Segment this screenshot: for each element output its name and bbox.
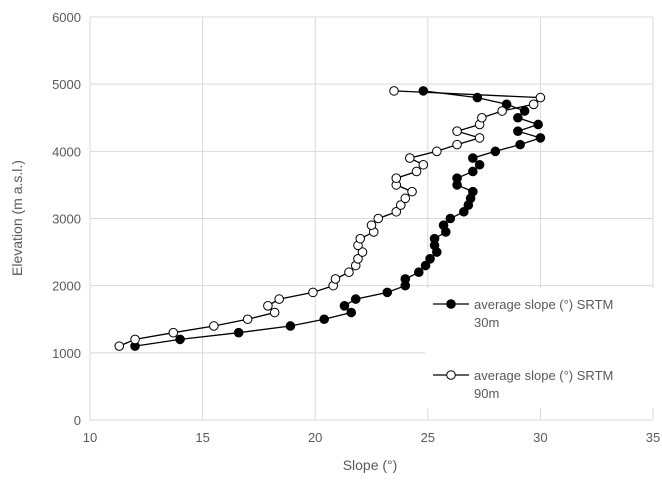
data-point — [468, 166, 478, 177]
legend-marker — [446, 299, 456, 309]
data-point — [285, 321, 296, 331]
data-point — [339, 301, 350, 311]
y-axis-title: Elevation (m a.s.l.) — [9, 160, 25, 276]
data-point — [513, 126, 523, 136]
data-point — [175, 334, 185, 345]
y-tick-labels: 0 1000 2000 3000 4000 5000 6000 — [52, 10, 81, 428]
data-point — [445, 213, 456, 224]
data-point — [350, 294, 361, 304]
legend-label: average slope (°) SRTM 90m — [474, 368, 613, 401]
data-point — [413, 267, 424, 278]
data-point — [459, 206, 469, 217]
grid — [89, 16, 654, 421]
data-point — [468, 186, 478, 197]
data-point — [438, 220, 449, 231]
data-point — [477, 112, 487, 123]
data-point — [452, 126, 462, 136]
data-point — [407, 186, 417, 197]
data-point — [497, 106, 507, 116]
data-point — [418, 159, 429, 170]
data-point — [535, 92, 546, 103]
x-tick-label: 10 — [83, 430, 97, 445]
x-tick-label: 15 — [195, 430, 209, 445]
data-point — [535, 133, 546, 143]
x-tick-label: 25 — [421, 430, 435, 445]
data-point — [425, 253, 435, 264]
data-point — [319, 314, 330, 325]
data-point — [346, 307, 357, 318]
data-point — [533, 119, 543, 130]
data-point — [468, 153, 478, 163]
data-point — [382, 287, 393, 298]
x-tick-label: 30 — [533, 430, 547, 445]
data-point — [528, 99, 539, 110]
legend-background — [425, 288, 657, 408]
legend-label: average slope (°) SRTM 30m — [474, 297, 613, 330]
data-point — [114, 341, 125, 351]
data-point — [501, 99, 512, 110]
x-axis-title: Slope (°) — [343, 457, 398, 473]
data-point — [418, 86, 429, 96]
data-point — [357, 247, 368, 257]
y-tick-label: 4000 — [52, 144, 81, 159]
data-point — [269, 307, 280, 318]
y-tick-label: 0 — [74, 413, 81, 428]
data-point — [400, 274, 411, 284]
data-point — [233, 327, 244, 338]
series-layer — [114, 86, 546, 351]
data-point — [391, 173, 402, 183]
data-point — [404, 153, 415, 163]
data-point — [490, 146, 501, 157]
data-point — [355, 233, 366, 244]
series-1 — [130, 86, 546, 351]
legend-marker — [446, 370, 456, 380]
data-point — [432, 146, 442, 157]
y-tick-label: 3000 — [52, 212, 81, 227]
data-point — [274, 294, 284, 304]
data-point — [263, 301, 273, 311]
data-point — [452, 139, 462, 150]
data-point — [400, 193, 411, 204]
data-point — [515, 139, 525, 150]
data-point — [474, 133, 485, 143]
x-tick-labels: 10 15 20 25 30 35 — [83, 430, 660, 445]
x-tick-label: 35 — [646, 430, 660, 445]
data-point — [242, 314, 253, 325]
data-point — [373, 213, 384, 224]
data-point — [209, 321, 219, 331]
x-tick-label: 20 — [308, 430, 322, 445]
y-tick-label: 1000 — [52, 346, 81, 361]
y-tick-label: 5000 — [52, 77, 81, 92]
data-point — [353, 253, 363, 264]
data-point — [395, 200, 406, 210]
y-tick-label: 2000 — [52, 279, 81, 294]
data-point — [411, 166, 422, 177]
series-2 — [114, 86, 546, 351]
data-point — [429, 233, 440, 244]
data-point — [308, 287, 318, 298]
data-point — [391, 206, 402, 217]
data-point — [513, 112, 523, 123]
data-point — [474, 159, 485, 170]
data-point — [420, 260, 431, 271]
data-point — [168, 327, 179, 338]
data-point — [330, 274, 341, 284]
data-point — [344, 267, 354, 278]
data-point — [452, 173, 462, 183]
y-tick-label: 6000 — [52, 10, 81, 25]
data-point — [130, 334, 140, 345]
data-point — [389, 86, 399, 96]
legend: average slope (°) SRTM 30m average slope (… — [433, 297, 613, 401]
data-point — [519, 106, 530, 116]
data-point — [366, 220, 377, 231]
